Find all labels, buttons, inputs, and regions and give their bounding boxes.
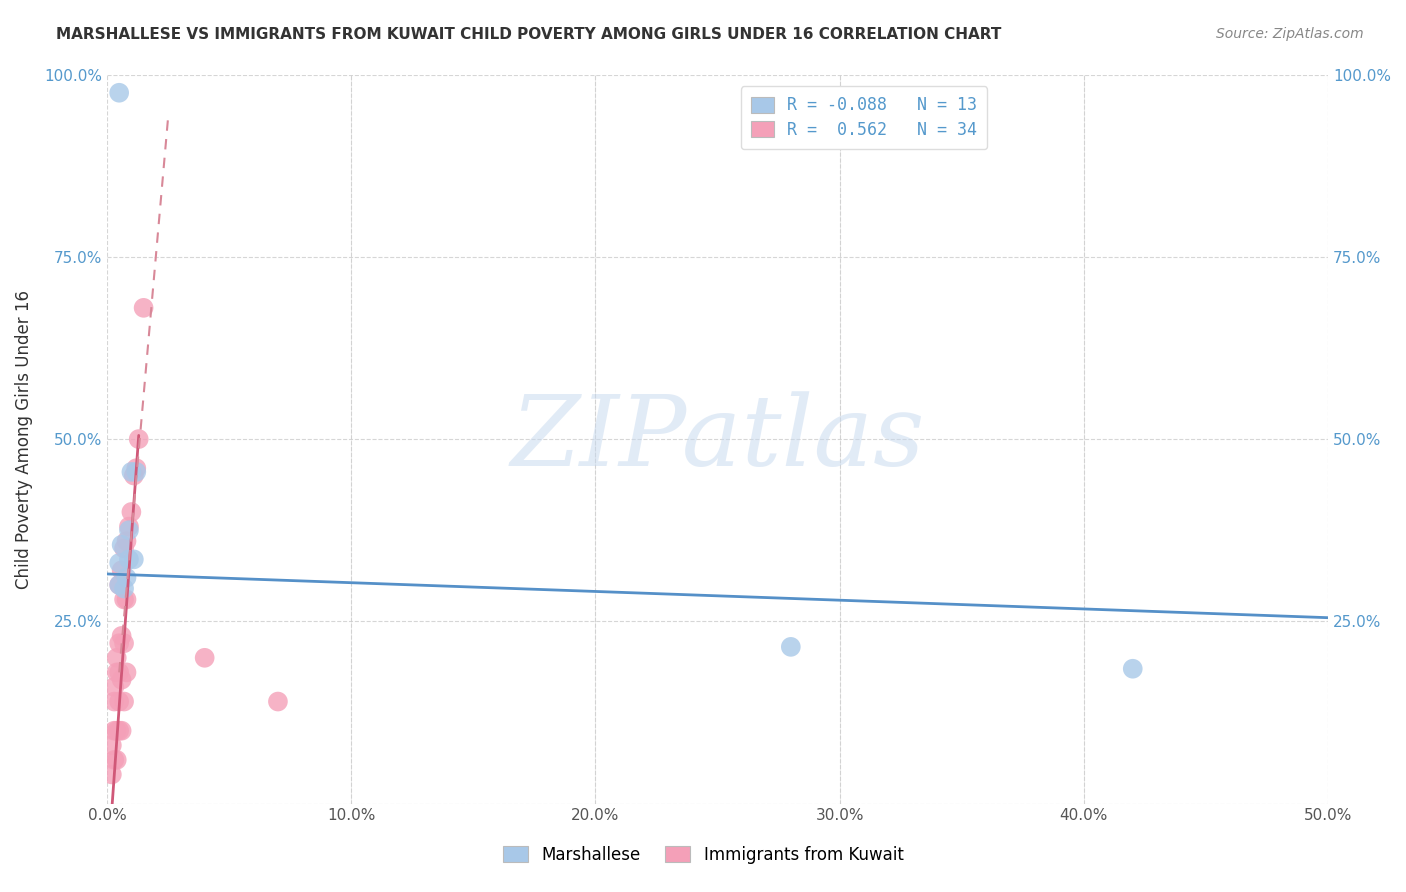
Point (105, 650, 128, 665)
Y-axis label: Child Poverty Among Girls Under 16: Child Poverty Among Girls Under 16 (15, 290, 32, 589)
Point (122, 552, 145, 566)
Text: MARSHALLESE VS IMMIGRANTS FROM KUWAIT CHILD POVERTY AMONG GIRLS UNDER 16 CORRELA: MARSHALLESE VS IMMIGRANTS FROM KUWAIT CH… (56, 27, 1001, 42)
Point (103, 723, 125, 738)
Point (132, 301, 155, 315)
Point (108, 578, 131, 592)
Point (194, 650, 217, 665)
Point (779, 640, 801, 654)
Point (103, 680, 125, 694)
Point (101, 767, 124, 781)
Point (112, 694, 135, 708)
Point (118, 523, 141, 537)
Point (111, 723, 134, 738)
Point (101, 739, 124, 753)
Point (115, 571, 138, 585)
Point (112, 636, 135, 650)
Point (111, 563, 134, 577)
Point (108, 578, 131, 592)
Legend: R = -0.088   N = 13, R =  0.562   N = 34: R = -0.088 N = 13, R = 0.562 N = 34 (741, 87, 987, 149)
Point (115, 592, 138, 607)
Point (108, 556, 131, 570)
Point (103, 753, 125, 767)
Point (108, 694, 131, 708)
Point (111, 538, 134, 552)
Point (115, 665, 138, 680)
Point (105, 753, 128, 767)
Point (111, 673, 134, 687)
Text: Source: ZipAtlas.com: Source: ZipAtlas.com (1216, 27, 1364, 41)
Point (122, 468, 145, 483)
Point (125, 461, 148, 475)
Point (118, 519, 141, 533)
Point (112, 541, 135, 556)
Point (108, 86, 131, 100)
Point (108, 636, 131, 650)
Point (108, 665, 131, 680)
Point (111, 629, 134, 643)
Point (120, 465, 142, 479)
Legend: Marshallese, Immigrants from Kuwait: Marshallese, Immigrants from Kuwait (496, 839, 910, 871)
Point (103, 694, 125, 708)
Point (120, 505, 142, 519)
Point (105, 665, 128, 680)
Point (105, 723, 128, 738)
Point (128, 432, 150, 446)
Point (112, 592, 135, 607)
Point (115, 534, 138, 549)
Point (125, 465, 148, 479)
Point (118, 552, 141, 566)
Text: ZIPatlas: ZIPatlas (510, 392, 925, 487)
Point (267, 694, 290, 708)
Point (112, 582, 135, 596)
Point (1122, 662, 1144, 676)
Point (108, 723, 131, 738)
